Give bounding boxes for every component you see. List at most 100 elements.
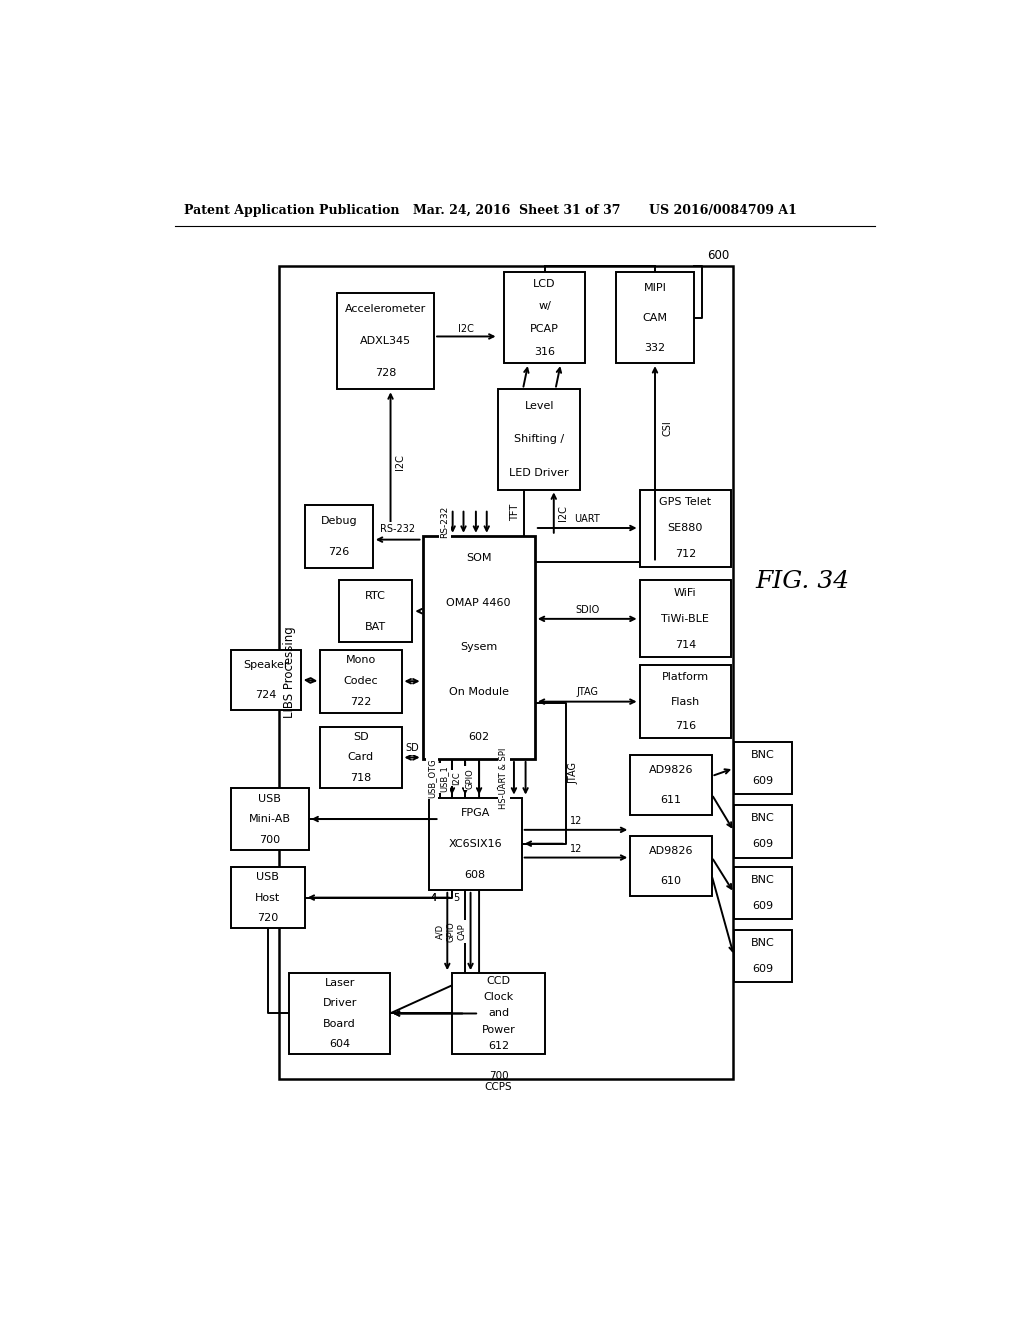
Bar	[734, 805, 793, 858]
Text: MIPI: MIPI	[643, 282, 667, 293]
Bar	[630, 755, 712, 816]
Text: 604: 604	[329, 1039, 350, 1049]
Text: TFT: TFT	[510, 504, 520, 521]
Text: Mono: Mono	[346, 655, 376, 665]
Text: USB: USB	[258, 793, 282, 804]
Text: Flash: Flash	[671, 697, 699, 706]
Text: 5: 5	[454, 892, 460, 903]
Bar	[734, 929, 793, 982]
Text: SE880: SE880	[668, 523, 702, 533]
Text: and: and	[487, 1008, 509, 1019]
Text: Speaker: Speaker	[244, 660, 289, 669]
Text: 722: 722	[350, 697, 372, 708]
Bar	[630, 836, 712, 896]
Text: JTAG: JTAG	[577, 688, 598, 697]
Text: Platform: Platform	[662, 672, 709, 682]
Text: 611: 611	[660, 795, 681, 805]
Text: 602: 602	[468, 731, 489, 742]
Text: 718: 718	[350, 774, 372, 783]
Bar	[429, 797, 521, 890]
Bar	[280, 267, 732, 1078]
Text: 600: 600	[708, 248, 729, 261]
Text: AD9826: AD9826	[648, 766, 693, 775]
Text: 12: 12	[569, 843, 582, 854]
Text: 609: 609	[753, 902, 774, 911]
Text: 316: 316	[535, 347, 555, 356]
Text: HS-UART & SPI: HS-UART & SPI	[500, 747, 508, 809]
Text: 609: 609	[753, 776, 774, 787]
Text: FIG. 34: FIG. 34	[755, 570, 849, 594]
Text: 610: 610	[660, 876, 681, 886]
Text: Board: Board	[324, 1019, 356, 1028]
Text: Driver: Driver	[323, 998, 356, 1008]
Text: PCAP: PCAP	[530, 325, 559, 334]
Text: 608: 608	[465, 870, 485, 879]
Text: USB: USB	[256, 873, 280, 882]
Bar	[452, 973, 545, 1053]
Text: LED Driver: LED Driver	[509, 467, 569, 478]
Text: BNC: BNC	[752, 939, 775, 948]
Text: 716: 716	[675, 721, 695, 731]
Text: USB_1: USB_1	[439, 764, 449, 792]
Bar	[231, 867, 305, 928]
Text: ADXL345: ADXL345	[360, 337, 412, 346]
Text: 4: 4	[430, 892, 436, 903]
Text: OMAP 4460: OMAP 4460	[446, 598, 511, 607]
Text: Codec: Codec	[344, 676, 378, 686]
Text: 4: 4	[430, 892, 436, 903]
Text: 728: 728	[375, 368, 396, 379]
Bar	[640, 490, 731, 566]
Text: 612: 612	[487, 1041, 509, 1051]
Text: LCD: LCD	[534, 279, 556, 289]
Text: On Module: On Module	[449, 686, 509, 697]
Bar	[734, 742, 793, 795]
Text: Mar. 24, 2016  Sheet 31 of 37: Mar. 24, 2016 Sheet 31 of 37	[414, 205, 621, 218]
Bar	[499, 389, 580, 490]
Bar	[231, 649, 301, 710]
Text: 726: 726	[328, 548, 349, 557]
Bar	[640, 665, 731, 738]
Text: 724: 724	[255, 690, 276, 700]
Text: Clock: Clock	[483, 993, 514, 1002]
Text: RS-232: RS-232	[440, 506, 450, 539]
Text: CSI: CSI	[663, 420, 673, 436]
Text: US 2016/0084709 A1: US 2016/0084709 A1	[649, 205, 797, 218]
Text: RS-232: RS-232	[380, 524, 416, 533]
Text: 12: 12	[569, 816, 582, 826]
Text: BNC: BNC	[752, 750, 775, 760]
Text: A/D: A/D	[435, 924, 444, 939]
Text: Accelerometer: Accelerometer	[345, 304, 426, 314]
Text: SD: SD	[406, 743, 419, 754]
Text: Debug: Debug	[321, 516, 357, 525]
Text: JTAG: JTAG	[568, 763, 579, 784]
Bar	[423, 536, 535, 759]
Text: 714: 714	[675, 639, 696, 649]
Text: Patent Application Publication: Patent Application Publication	[183, 205, 399, 218]
Text: LIBS Processing: LIBS Processing	[284, 627, 297, 718]
Text: WiFi: WiFi	[674, 589, 696, 598]
Text: Mini-AB: Mini-AB	[249, 814, 291, 824]
Text: UART: UART	[574, 513, 600, 524]
Text: GPS Telet: GPS Telet	[659, 498, 712, 507]
Text: w/: w/	[539, 301, 551, 312]
Bar	[616, 272, 693, 363]
Text: Level: Level	[524, 401, 554, 411]
Text: RTC: RTC	[366, 591, 386, 601]
Text: 700: 700	[259, 834, 281, 845]
Bar	[734, 867, 793, 919]
Text: Laser: Laser	[325, 978, 354, 989]
Text: SOM: SOM	[466, 553, 492, 564]
Text: GPIO: GPIO	[465, 768, 474, 788]
Text: TiWi-BLE: TiWi-BLE	[662, 614, 710, 624]
Text: I2C: I2C	[459, 323, 474, 334]
Bar	[640, 581, 731, 657]
Bar	[321, 726, 401, 788]
Text: 712: 712	[675, 549, 696, 558]
Text: BAT: BAT	[365, 622, 386, 631]
Text: FPGA: FPGA	[461, 808, 489, 818]
Text: 609: 609	[753, 964, 774, 974]
Text: I2C: I2C	[558, 504, 568, 520]
Text: SD: SD	[353, 731, 369, 742]
Text: XC6SIX16: XC6SIX16	[449, 838, 502, 849]
Text: BNC: BNC	[752, 813, 775, 824]
